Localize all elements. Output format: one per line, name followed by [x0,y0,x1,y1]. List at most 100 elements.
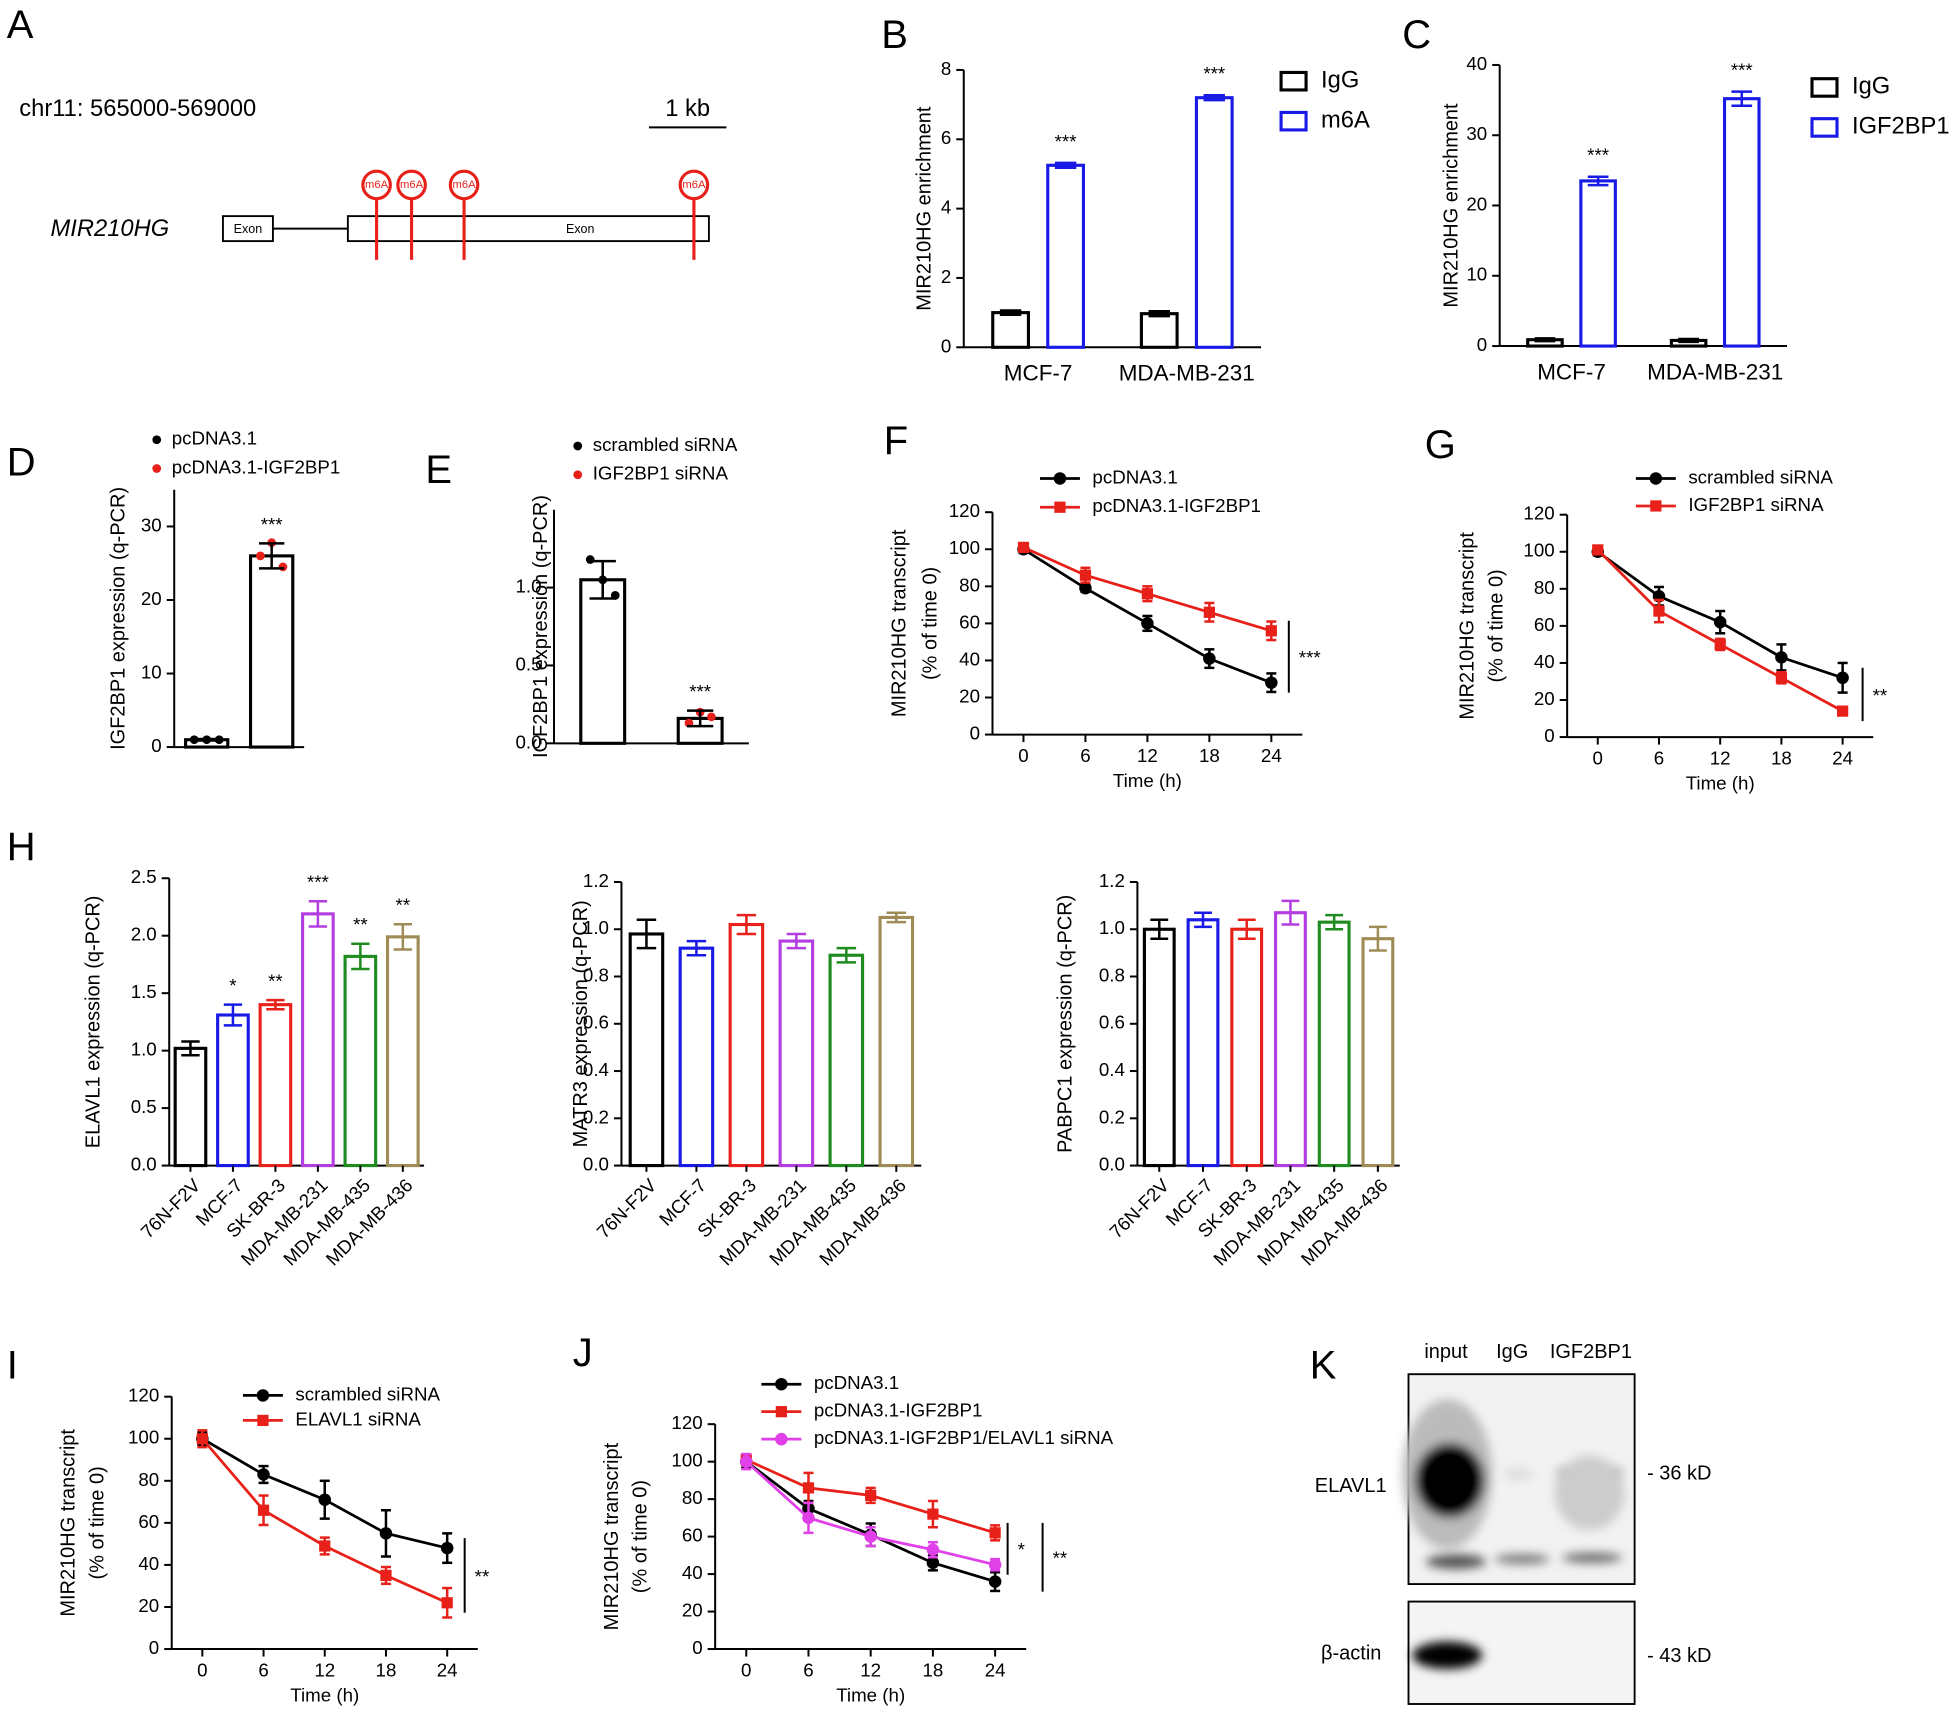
y-axis-label: (% of time 0) [1485,569,1507,682]
bar [1579,179,1617,348]
x-tick-label: 6 [258,1659,268,1680]
panel-letter: K [1310,1344,1337,1388]
y-tick-label: 20 [1466,193,1487,214]
legend-label: scrambled siRNA [593,434,738,455]
bar [991,311,1030,349]
y-tick-label: 20 [1534,688,1555,709]
site-label: m6A [365,179,389,191]
point [1713,615,1727,629]
bar [1274,911,1307,1168]
legend-swatch [1810,117,1839,138]
bar [1186,918,1220,1168]
x-tick-label: MDA-MB-231 [1119,361,1255,386]
panel-letter: F [884,419,908,463]
y-axis-label: MIR210HG transcript [888,529,910,717]
bands [1402,1399,1625,1670]
significance: ** [396,895,411,916]
y-tick-label: 100 [128,1427,159,1448]
y-tick-label: 40 [1534,651,1555,672]
legend-marker [775,1406,787,1418]
y-tick-label: 0 [941,335,951,356]
point [1079,581,1092,595]
point [1592,544,1604,556]
point [1203,606,1215,618]
significance: *** [1731,60,1753,81]
legend-swatch [1810,77,1839,98]
y-tick-label: 0.5 [515,653,541,674]
legend-label: ELAVL1 siRNA [295,1408,421,1429]
point [864,1530,877,1543]
bar [828,953,865,1168]
y-tick-label: 0.8 [1099,964,1125,985]
x-axis-label: Time (h) [1113,770,1182,791]
point [1714,638,1726,651]
y-tick-label: 1.5 [131,981,157,1002]
point [380,1569,392,1582]
y-tick-label: 0.2 [1099,1106,1125,1127]
chart: H 0.0 0.5 1.0 1.5 2.0 2.5 ELAVL1 expression (q-… [7,825,425,1270]
point [379,1527,393,1540]
x-axis-label: Time (h) [290,1684,359,1705]
point [441,1597,453,1609]
y-tick-label: 0.5 [131,1096,157,1117]
point [1836,671,1849,685]
legend-marker [775,1432,788,1446]
legend-label: pcDNA3.1 [1092,466,1177,487]
point [740,1455,753,1468]
y-tick-label: 0 [151,735,161,756]
point [1653,605,1665,617]
legend-label: IgG [1852,74,1890,100]
point [1017,541,1030,554]
legend-label: m6A [1321,107,1370,133]
point [196,1433,208,1445]
y-tick-label: 30 [1466,123,1487,144]
chart: C 0 10 20 30 40 MIR210HG enrichment IgG *** *** IG… [1402,13,1949,384]
panel-letter: B [881,13,908,57]
bar [628,932,665,1168]
y-tick-label: 0.0 [583,1154,609,1175]
gene-name: MIR210HG [51,216,170,242]
y-tick-label: 0 [1544,725,1554,746]
m6a-sites [361,169,710,260]
lane-label: IGF2BP1 [1550,1341,1632,1363]
legend-label: scrambled siRNA [1688,466,1833,487]
legend-label: IGF2BP1 [1852,114,1950,140]
legend-marker [256,1389,270,1402]
legend-marker [1053,472,1067,485]
bar [216,1013,250,1168]
bar [301,912,335,1168]
point [1837,705,1849,717]
y-axis-label: (% of time 0) [630,1480,652,1593]
legend-marker [152,464,162,473]
x-tick-label: 12 [1710,748,1731,769]
point [1775,651,1788,664]
x-tick-label: 24 [1832,748,1853,769]
y-tick-label: 0.4 [1099,1059,1125,1080]
y-tick-label: 100 [1523,540,1554,561]
x-tick-label: 18 [376,1659,397,1680]
legend-label: pcDNA3.1 [814,1372,899,1393]
y-tick-label: 1.2 [1099,870,1125,891]
gene-diagram: A chr11: 565000-569000 1 kb MIR210HG Exo… [7,3,727,260]
y-tick-label: 0.6 [1099,1012,1125,1033]
legend-marker [1649,472,1663,485]
legend-label: pcDNA3.1-IGF2BP1/ELAVL1 siRNA [814,1427,1114,1448]
x-axis-label: Time (h) [1686,772,1755,793]
bar [1361,937,1395,1168]
bar [248,554,295,749]
bar [258,1003,293,1168]
y-tick-label: 10 [141,661,162,682]
data-point [585,555,595,564]
y-tick-label: 0.8 [583,964,609,985]
site-label: m6A [452,179,476,191]
x-tick-label: 18 [1771,748,1792,769]
significance: * [229,975,236,996]
exon-label: Exon [566,222,595,236]
y-tick-label: 40 [1466,53,1487,74]
y-tick-label: 0.6 [583,1012,609,1033]
x-tick-label: 12 [1137,745,1158,766]
